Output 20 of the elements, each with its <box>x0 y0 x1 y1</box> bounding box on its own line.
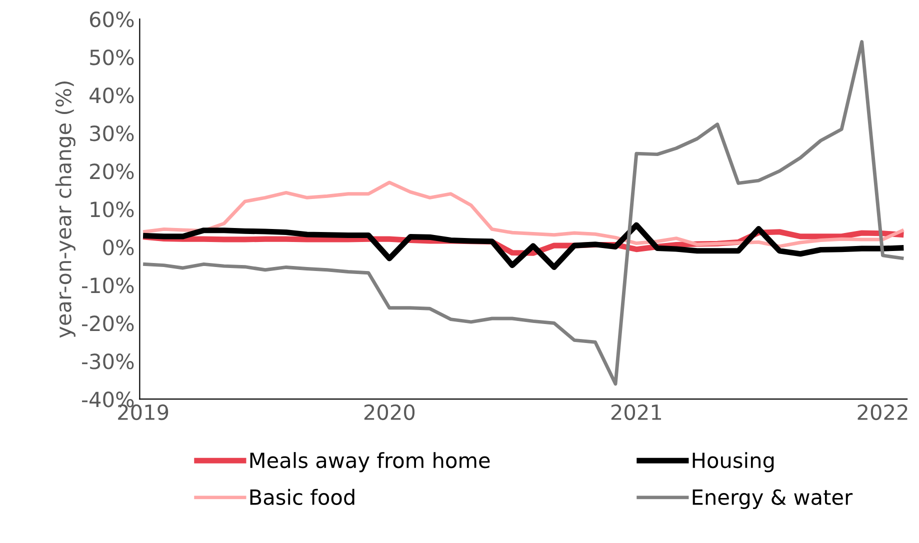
x-tick-label: 2022 <box>858 404 908 420</box>
x-tick-label: 2020 <box>364 404 415 420</box>
y-tick-label: -10% <box>82 278 134 294</box>
y-tick-label: 40% <box>90 87 134 104</box>
x-tick-label: 2021 <box>611 404 661 420</box>
y-tick-label: 30% <box>90 125 134 142</box>
y-tick-label: -20% <box>82 316 134 332</box>
legend-label: Basic food <box>250 488 354 506</box>
line-series <box>141 40 906 386</box>
y-tick-label: 0% <box>103 240 134 256</box>
y-tick-label: 50% <box>90 49 134 66</box>
legend-label: Meals away from home <box>250 452 490 472</box>
y-tick-label: -30% <box>82 354 134 370</box>
y-axis-title: year-on-year change (%) <box>55 82 76 338</box>
y-tick-label: 20% <box>90 164 134 180</box>
y-tick-label: 10% <box>90 202 134 218</box>
line-series <box>141 180 906 248</box>
legend-label: Energy & water <box>692 489 853 510</box>
y-tick-label: 60% <box>90 11 134 28</box>
legend-label: Housing <box>692 452 774 472</box>
